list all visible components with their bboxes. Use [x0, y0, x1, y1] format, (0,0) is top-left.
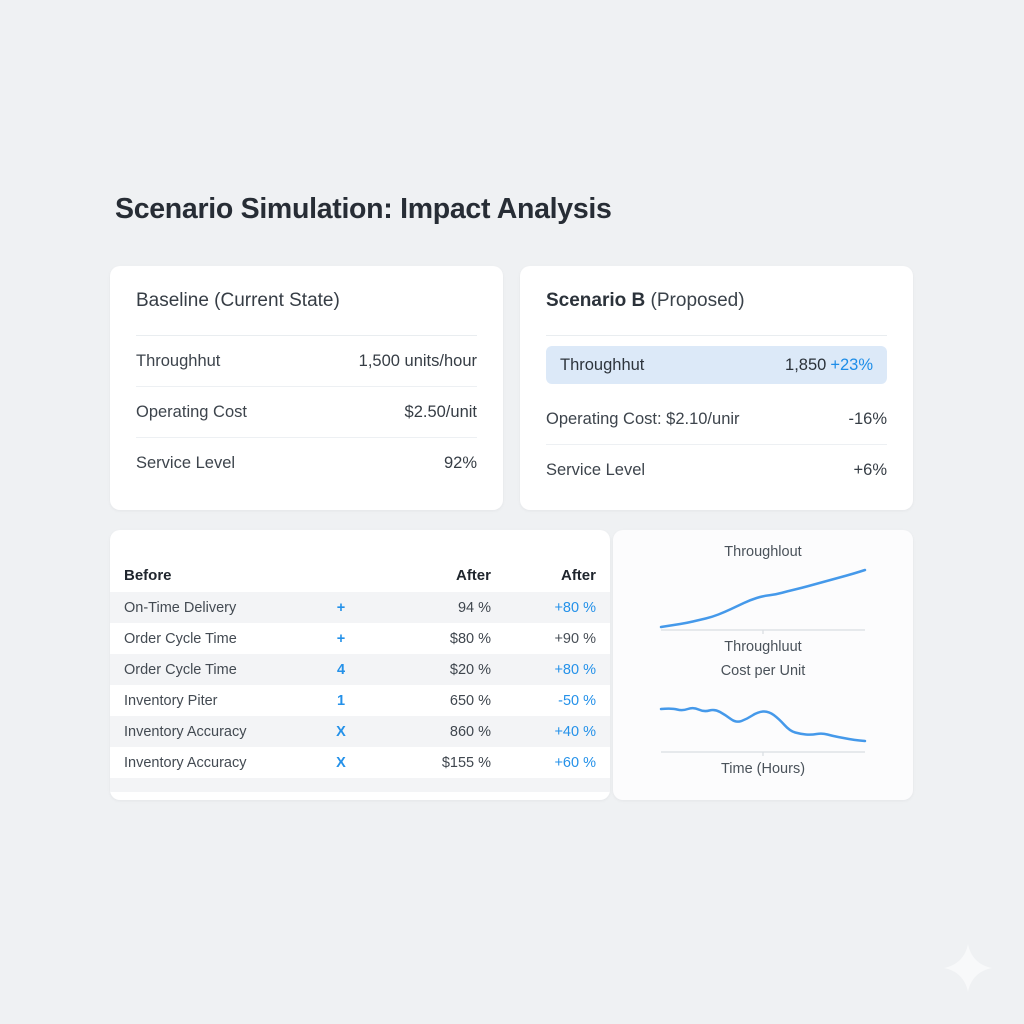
header-after-change: After	[560, 566, 596, 584]
table-row[interactable]: Inventory Accuracy X 860 % +40 %	[110, 716, 610, 747]
header-after-value: After	[455, 566, 491, 584]
after-change: +40 %	[554, 723, 596, 740]
table-row[interactable]: On-Time Delivery + 94 % +80 %	[110, 592, 610, 623]
table-row[interactable]: Inventory Piter 1 650 % -50 %	[110, 685, 610, 716]
metrics-table-header: Before · After After	[110, 558, 610, 592]
after-change: -50 %	[558, 692, 596, 709]
metric-name: Order Cycle Time	[124, 661, 237, 678]
metric-label: Service Level	[136, 454, 236, 472]
metric-name: On-Time Delivery	[124, 599, 237, 616]
metrics-table-card: Before · After After On-Time Delivery + …	[110, 530, 610, 800]
metric-change: -16%	[848, 409, 887, 428]
metric-label: Service Level	[546, 461, 646, 479]
metric-label: Throughhut	[136, 351, 221, 370]
metric-value: $2.50/unit	[404, 402, 477, 421]
after-change: +60 %	[554, 754, 596, 771]
change-direction-symbol: X	[336, 754, 346, 771]
change-direction-symbol: +	[336, 599, 346, 616]
scenario-card: Scenario B (Proposed) Throughhut 1,850 +2…	[520, 266, 913, 510]
after-change: +80 %	[554, 661, 596, 678]
after-value: 94 %	[457, 599, 491, 616]
baseline-row-operating-cost: Operating Cost $2.50/unit	[136, 387, 477, 438]
metric-label: Operating Cost	[136, 402, 247, 421]
scenario-card-title-suffix: (Proposed)	[645, 289, 745, 311]
table-row[interactable]: Order Cycle Time 4 $20 % +80 %	[110, 654, 610, 685]
scenario-row-service-level: Service Level +6%	[546, 445, 887, 496]
metric-value: 1,500 units/hour	[358, 351, 477, 370]
change-direction-symbol: X	[336, 723, 346, 740]
metric-value: 92%	[443, 454, 477, 472]
throughput-axis-label: Throughluut	[724, 639, 802, 655]
throughput-line-chart	[659, 568, 867, 634]
time-axis-label: Time (Hours)	[720, 761, 806, 777]
after-value: $155 %	[441, 754, 491, 771]
scenario-row-operating-cost: Operating Cost: $2.10/unir -16%	[546, 394, 887, 445]
change-direction-symbol: +	[336, 630, 346, 647]
table-row[interactable]: Inventory Accuracy X $155 % +60 %	[110, 747, 610, 778]
header-before: Before	[124, 566, 172, 584]
baseline-card-title: Baseline (Current State)	[136, 266, 477, 336]
metric-label: Throughhut	[560, 355, 645, 374]
after-value: 650 %	[449, 692, 491, 709]
metric-change: +6%	[853, 461, 887, 479]
table-footer-strip	[110, 778, 610, 792]
scenario-card-title-name: Scenario B	[546, 289, 646, 311]
metrics-table-body: On-Time Delivery + 94 % +80 % Order Cycl…	[110, 592, 610, 792]
after-change: +80 %	[554, 599, 596, 616]
metric-label: Operating Cost: $2.10/unir	[546, 409, 740, 428]
metric-name: Inventory Accuracy	[124, 754, 247, 771]
baseline-row-service-level: Service Level 92%	[136, 438, 477, 489]
cost-line-chart	[659, 706, 867, 756]
page-title: Scenario Simulation: Impact Analysis	[115, 193, 612, 225]
after-value: 860 %	[449, 723, 491, 740]
scenario-card-title: Scenario B (Proposed)	[546, 266, 887, 336]
after-change: +90 %	[554, 630, 596, 647]
after-value: $80 %	[449, 630, 491, 647]
metric-name: Inventory Accuracy	[124, 723, 247, 740]
throughput-chart-title: Throughlout	[724, 544, 802, 560]
baseline-row-throughput: Throughhut 1,500 units/hour	[136, 336, 477, 387]
metric-name: Order Cycle Time	[124, 630, 237, 647]
baseline-card: Baseline (Current State) Throughhut 1,50…	[110, 266, 503, 510]
cost-chart-title: Cost per Unit	[720, 663, 806, 679]
scenario-highlighted-row-throughput[interactable]: Throughhut 1,850 +23%	[546, 346, 887, 384]
metric-name: Inventory Piter	[124, 692, 218, 709]
after-value: $20 %	[449, 661, 491, 678]
sparkline-charts-card: Throughlout Throughluut Cost per Unit Ti…	[613, 530, 913, 800]
metric-value: 1,850	[785, 355, 827, 374]
change-direction-symbol: 1	[336, 692, 346, 709]
sparkle-icon	[944, 944, 992, 992]
table-row[interactable]: Order Cycle Time + $80 % +90 %	[110, 623, 610, 654]
metric-change: +23%	[830, 355, 873, 374]
change-direction-symbol: 4	[336, 661, 346, 678]
